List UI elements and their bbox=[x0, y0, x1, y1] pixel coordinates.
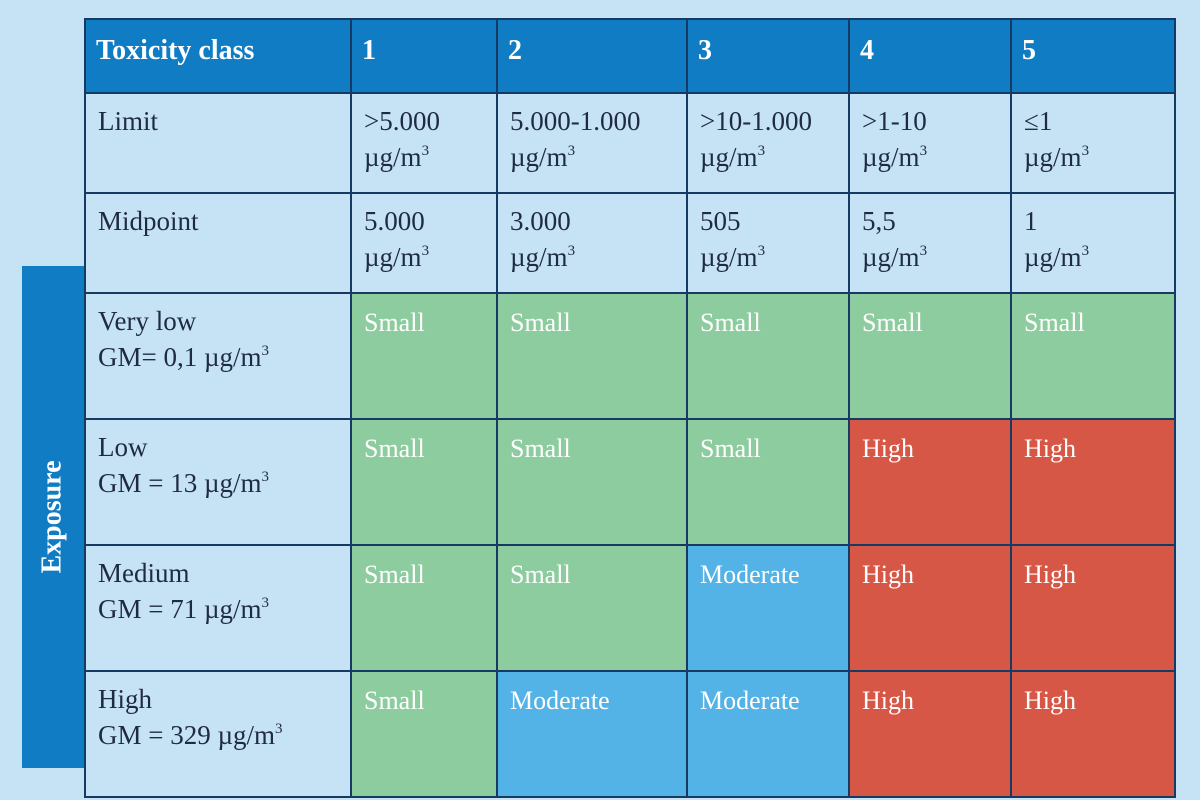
risk-cell-small: Small bbox=[350, 292, 498, 420]
exposure-gm-value: GM = 13 µg/m3 bbox=[98, 467, 270, 498]
risk-cell-small: Small bbox=[1010, 292, 1176, 420]
risk-cell-moderate: Moderate bbox=[686, 670, 850, 798]
risk-cell-high: High bbox=[1010, 670, 1176, 798]
limit-unit: µg/m3 bbox=[1024, 141, 1090, 172]
toxicity-class-header: Toxicity class bbox=[84, 18, 352, 94]
midpoint-value: 5.000 bbox=[364, 206, 425, 236]
midpoint-value: 3.000 bbox=[510, 206, 571, 236]
risk-cell-small: Small bbox=[848, 292, 1012, 420]
midpoint-value: 1 bbox=[1024, 206, 1038, 236]
exposure-row-very-low: Very low GM= 0,1 µg/m3 Small Small Small Smal… bbox=[84, 292, 1176, 420]
limit-cell: 5.000-1.000 µg/m3 bbox=[496, 92, 688, 194]
exposure-gm-value: GM= 0,1 µg/m3 bbox=[98, 341, 270, 372]
limit-unit: µg/m3 bbox=[700, 141, 766, 172]
risk-cell-small: Small bbox=[686, 418, 850, 546]
midpoint-unit: µg/m3 bbox=[510, 241, 576, 272]
class-header-5: 5 bbox=[1010, 18, 1176, 94]
risk-cell-small: Small bbox=[350, 418, 498, 546]
exposure-row-high: High GM = 329 µg/m3 Small Moderate Moderate H… bbox=[84, 670, 1176, 798]
limit-unit: µg/m3 bbox=[364, 141, 430, 172]
exposure-row-low: Low GM = 13 µg/m3 Small Small Small High High bbox=[84, 418, 1176, 546]
risk-cell-small: Small bbox=[496, 544, 688, 672]
risk-cell-moderate: Moderate bbox=[496, 670, 688, 798]
risk-cell-high: High bbox=[848, 670, 1012, 798]
risk-cell-high: High bbox=[1010, 544, 1176, 672]
risk-cell-small: Small bbox=[496, 418, 688, 546]
risk-cell-small: Small bbox=[686, 292, 850, 420]
exposure-level-name: Medium bbox=[98, 558, 190, 588]
exposure-level-label: Very low GM= 0,1 µg/m3 bbox=[84, 292, 352, 420]
risk-matrix: Exposure Toxicity class 1 2 3 4 5 Limit … bbox=[22, 18, 1176, 798]
midpoint-unit: µg/m3 bbox=[364, 241, 430, 272]
limit-row: Limit >5.000 µg/m3 5.000-1.000 µg/m3 >10… bbox=[84, 92, 1176, 194]
exposure-row-medium: Medium GM = 71 µg/m3 Small Small Moderate Hig… bbox=[84, 544, 1176, 672]
midpoint-unit: µg/m3 bbox=[1024, 241, 1090, 272]
exposure-level-label: Low GM = 13 µg/m3 bbox=[84, 418, 352, 546]
risk-cell-high: High bbox=[1010, 418, 1176, 546]
exposure-level-name: High bbox=[98, 684, 152, 714]
exposure-gm-value: GM = 329 µg/m3 bbox=[98, 719, 283, 750]
limit-value: >1-10 bbox=[862, 106, 927, 136]
midpoint-row: Midpoint 5.000 µg/m3 3.000 µg/m3 505 µg/… bbox=[84, 192, 1176, 294]
midpoint-cell: 505 µg/m3 bbox=[686, 192, 850, 294]
exposure-level-label: High GM = 329 µg/m3 bbox=[84, 670, 352, 798]
midpoint-value: 5,5 bbox=[862, 206, 896, 236]
midpoint-label: Midpoint bbox=[84, 192, 352, 294]
limit-cell: >10-1.000 µg/m3 bbox=[686, 92, 850, 194]
limit-unit: µg/m3 bbox=[862, 141, 928, 172]
risk-cell-small: Small bbox=[496, 292, 688, 420]
exposure-level-name: Low bbox=[98, 432, 148, 462]
midpoint-cell: 3.000 µg/m3 bbox=[496, 192, 688, 294]
midpoint-cell: 5.000 µg/m3 bbox=[350, 192, 498, 294]
risk-cell-moderate: Moderate bbox=[686, 544, 850, 672]
limit-label: Limit bbox=[84, 92, 352, 194]
midpoint-unit: µg/m3 bbox=[700, 241, 766, 272]
header-row: Toxicity class 1 2 3 4 5 bbox=[84, 18, 1176, 94]
risk-cell-small: Small bbox=[350, 670, 498, 798]
class-header-4: 4 bbox=[848, 18, 1012, 94]
risk-cell-high: High bbox=[848, 418, 1012, 546]
exposure-rows: Very low GM= 0,1 µg/m3 Small Small Small Smal… bbox=[84, 292, 1176, 798]
limit-cell: >5.000 µg/m3 bbox=[350, 92, 498, 194]
limit-value: >5.000 bbox=[364, 106, 440, 136]
exposure-axis-label: Exposure bbox=[37, 460, 69, 574]
exposure-axis-bar: Exposure bbox=[22, 266, 84, 768]
class-header-3: 3 bbox=[686, 18, 850, 94]
limit-cell: >1-10 µg/m3 bbox=[848, 92, 1012, 194]
limit-unit: µg/m3 bbox=[510, 141, 576, 172]
limit-value: >10-1.000 bbox=[700, 106, 812, 136]
limit-value: 5.000-1.000 bbox=[510, 106, 641, 136]
exposure-level-name: Very low bbox=[98, 306, 197, 336]
risk-cell-small: Small bbox=[350, 544, 498, 672]
class-header-2: 2 bbox=[496, 18, 688, 94]
midpoint-unit: µg/m3 bbox=[862, 241, 928, 272]
limit-cell: ≤1 µg/m3 bbox=[1010, 92, 1176, 194]
risk-cell-high: High bbox=[848, 544, 1012, 672]
midpoint-cell: 1 µg/m3 bbox=[1010, 192, 1176, 294]
exposure-level-label: Medium GM = 71 µg/m3 bbox=[84, 544, 352, 672]
class-header-1: 1 bbox=[350, 18, 498, 94]
limit-value: ≤1 bbox=[1024, 106, 1053, 136]
midpoint-value: 505 bbox=[700, 206, 741, 236]
toxicity-exposure-table: Toxicity class 1 2 3 4 5 Limit >5.000 µg… bbox=[84, 18, 1176, 798]
exposure-gm-value: GM = 71 µg/m3 bbox=[98, 593, 270, 624]
midpoint-cell: 5,5 µg/m3 bbox=[848, 192, 1012, 294]
